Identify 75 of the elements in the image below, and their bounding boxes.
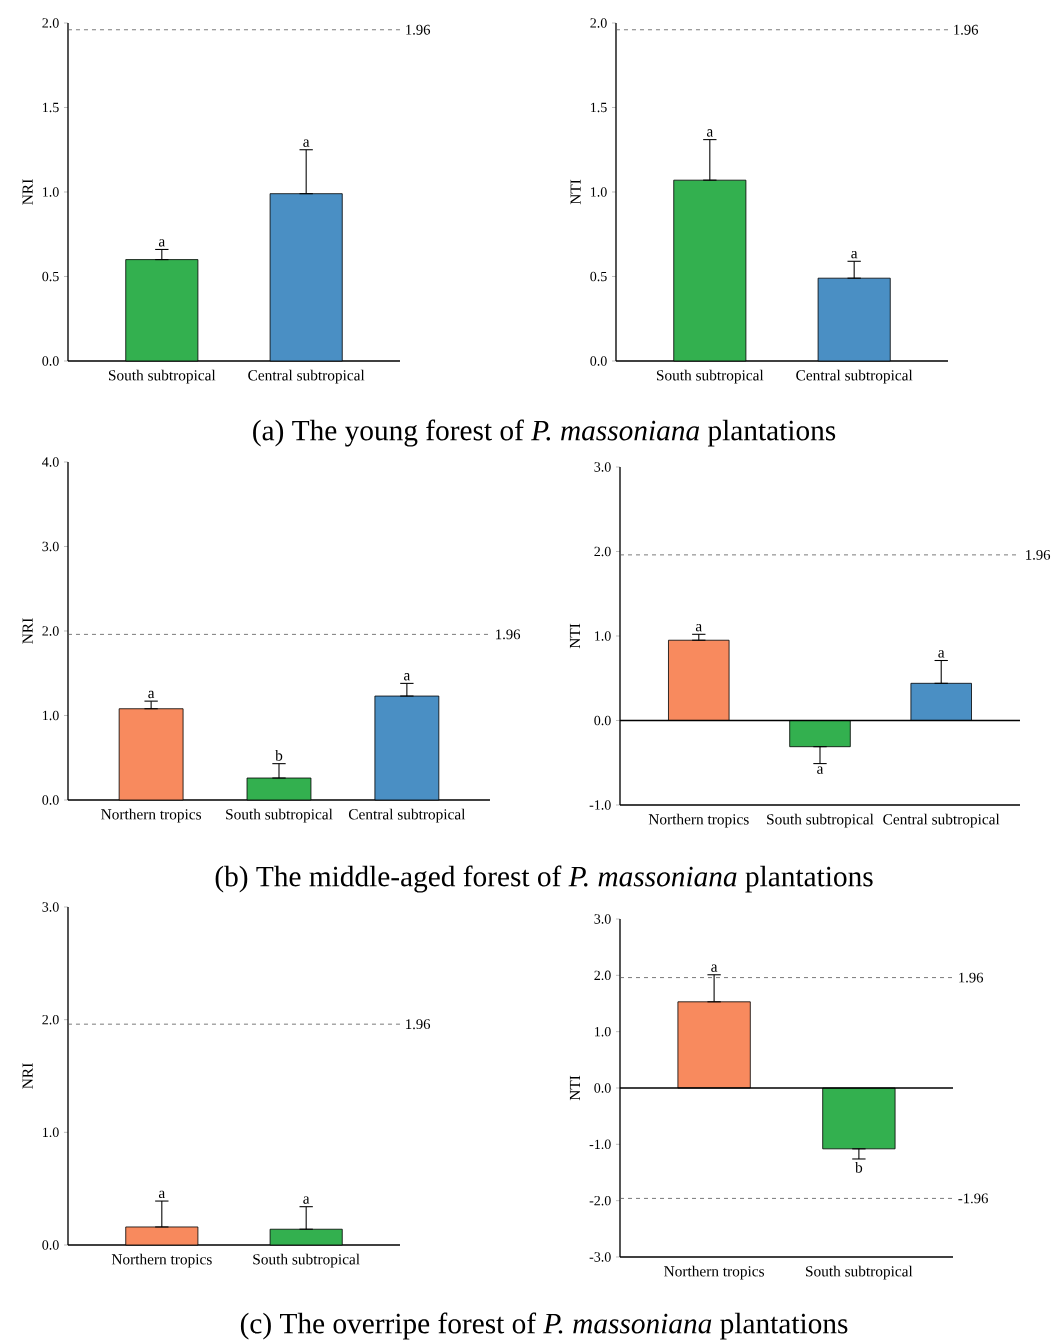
y-tick-label: -1.0 <box>589 1139 611 1150</box>
annotation: a <box>303 1196 310 1204</box>
annotation: a <box>148 690 155 699</box>
text: (a) The young forest of P. massoniana plantations <box>253 419 836 447</box>
y-tick-label: 2.0 <box>42 1014 59 1025</box>
annotation: a <box>706 129 714 137</box>
ref-line-label: 1.96 <box>1026 549 1051 560</box>
y-axis-title: NRI <box>22 618 33 644</box>
annotation: b <box>275 749 283 761</box>
y-tick-label: 0.0 <box>594 1083 611 1093</box>
x-tick-label: South subtropical <box>806 1265 913 1280</box>
y-tick-label: 3.0 <box>42 541 59 552</box>
y-tick-label: 1.0 <box>43 1127 59 1138</box>
y-tick-label: 0.5 <box>590 271 607 282</box>
x-tick-label: Central subtropical <box>796 369 913 384</box>
annotation: a <box>303 139 310 147</box>
annotation: a <box>817 766 824 774</box>
y-tick-label: -3.0 <box>589 1252 611 1262</box>
x-tick-label: Northern tropics <box>664 1265 765 1280</box>
x-tick-label: Central subtropical <box>348 808 466 823</box>
y-axis-title: NTI <box>569 623 580 649</box>
y-axis-title: NTI <box>570 179 581 205</box>
x-tick-label: South subtropical <box>108 369 216 384</box>
y-tick-label: -1.0 <box>589 800 611 810</box>
ref-line-label: 1.96 <box>496 629 521 640</box>
ref-line-label: 1.96 <box>406 1019 431 1030</box>
x-tick-label: South subtropical <box>767 813 874 828</box>
y-tick-label: 2.0 <box>590 18 607 28</box>
y-tick-label: -2.0 <box>589 1195 611 1206</box>
y-tick-label: 1.0 <box>591 187 607 197</box>
y-tick-label: 2.0 <box>594 970 611 981</box>
y-tick-label: 0.5 <box>42 271 59 282</box>
y-axis-title: NRI <box>22 1063 33 1089</box>
ref-line-label: 1.96 <box>954 24 979 35</box>
y-tick-label: 0.0 <box>42 795 59 805</box>
x-tick-label: Northern tropics <box>101 808 202 823</box>
y-axis-title: NRI <box>22 179 33 205</box>
y-tick-label: 1.0 <box>595 631 611 641</box>
y-tick-label: 1.5 <box>43 102 59 113</box>
annotation: a <box>158 239 166 247</box>
y-tick-label: 4.0 <box>42 457 59 467</box>
x-tick-label: South subtropical <box>226 808 333 823</box>
x-tick-label: South subtropical <box>656 369 764 384</box>
annotation: b <box>855 1161 863 1173</box>
x-tick-label: Central subtropical <box>883 813 1000 828</box>
y-tick-label: 0.0 <box>590 356 607 366</box>
y-tick-label: 1.0 <box>595 1026 611 1037</box>
y-tick-label: 0.0 <box>594 715 611 726</box>
ref-line-label: 1.96 <box>959 972 984 983</box>
annotation: a <box>851 251 858 259</box>
y-tick-label: 1.0 <box>43 187 59 197</box>
y-tick-label: 1.5 <box>591 102 607 113</box>
text: (b) The middle-aged forest of P. massoniana plantations <box>215 865 873 893</box>
annotation: a <box>158 1190 166 1199</box>
y-tick-label: 3.0 <box>42 902 59 912</box>
annotation: a <box>404 673 411 681</box>
x-tick-label: Northern tropics <box>648 813 749 828</box>
y-tick-label: 2.0 <box>42 18 59 28</box>
y-tick-label: 3.0 <box>594 462 611 472</box>
annotation: a <box>695 624 702 632</box>
y-tick-label: 0.0 <box>42 356 59 366</box>
x-tick-label: Northern tropics <box>111 1253 212 1268</box>
y-tick-label: 2.0 <box>42 626 59 636</box>
ref-line-label: -1.96 <box>958 1193 988 1204</box>
annotation: a <box>711 964 718 972</box>
y-tick-label: 2.0 <box>594 546 611 557</box>
ref-line-label: 1.96 <box>406 24 431 35</box>
annotation: a <box>938 650 945 658</box>
y-tick-label: 0.0 <box>42 1240 59 1250</box>
y-axis-title: NTI <box>569 1075 580 1101</box>
x-tick-label: South subtropical <box>253 1253 360 1268</box>
text: (c) The overripe forest of P. massoniana plantations <box>240 1312 848 1340</box>
y-tick-label: 1.0 <box>43 710 59 721</box>
y-tick-label: 3.0 <box>594 914 611 924</box>
x-tick-label: Central subtropical <box>248 369 365 384</box>
